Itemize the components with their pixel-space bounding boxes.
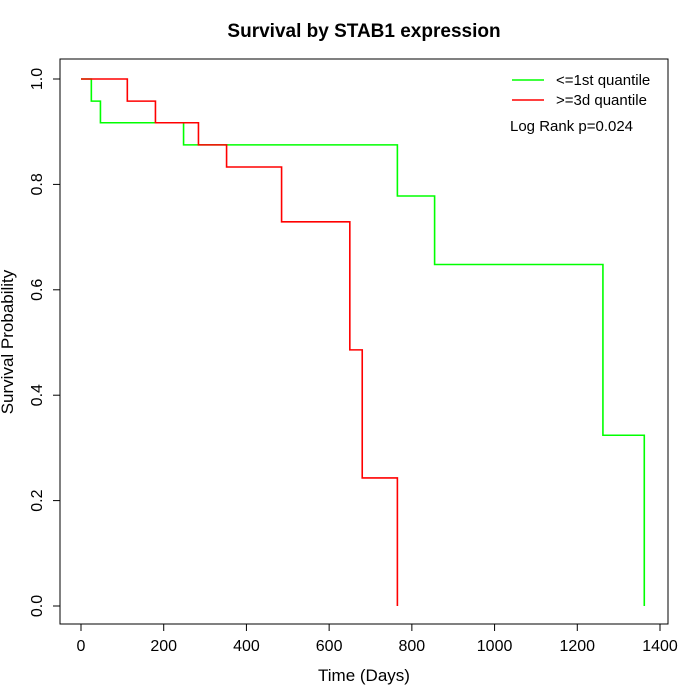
- y-tick-label: 0.8: [29, 173, 46, 195]
- y-tick-label: 0.6: [29, 279, 46, 301]
- survival-curve-1: [81, 78, 646, 606]
- x-axis-label: Time (Days): [318, 666, 410, 685]
- y-axis-label: Survival Probability: [0, 269, 17, 414]
- y-tick-label: 0.4: [29, 384, 46, 406]
- series-layer: [81, 78, 646, 606]
- legend-label: <=1st quantile: [556, 72, 650, 89]
- x-tick-label: 400: [233, 638, 260, 655]
- x-tick-label: 1400: [642, 638, 678, 655]
- legend: <=1st quantile >=3d quantile: [512, 72, 650, 109]
- survival-curve-2: [81, 78, 399, 606]
- x-tick-label: 1000: [477, 638, 513, 655]
- y-tick-label: 0.2: [29, 489, 46, 511]
- log-rank-annotation: Log Rank p=0.024: [510, 118, 633, 135]
- plot-frame: [59, 58, 669, 625]
- y-axis: 0.0 0.2 0.4 0.6 0.8 1.0: [29, 68, 61, 617]
- y-tick-label: 0.0: [29, 595, 46, 617]
- x-axis: 0 200 400 600 800 1000 1200 1400: [77, 623, 678, 655]
- x-tick-label: 600: [316, 638, 343, 655]
- x-tick-label: 200: [150, 638, 177, 655]
- x-tick-label: 800: [399, 638, 426, 655]
- chart-title: Survival by STAB1 expression: [227, 21, 500, 42]
- y-tick-label: 1.0: [29, 68, 46, 90]
- x-tick-label: 0: [77, 638, 86, 655]
- x-tick-label: 1200: [559, 638, 595, 655]
- legend-label: >=3d quantile: [556, 92, 647, 109]
